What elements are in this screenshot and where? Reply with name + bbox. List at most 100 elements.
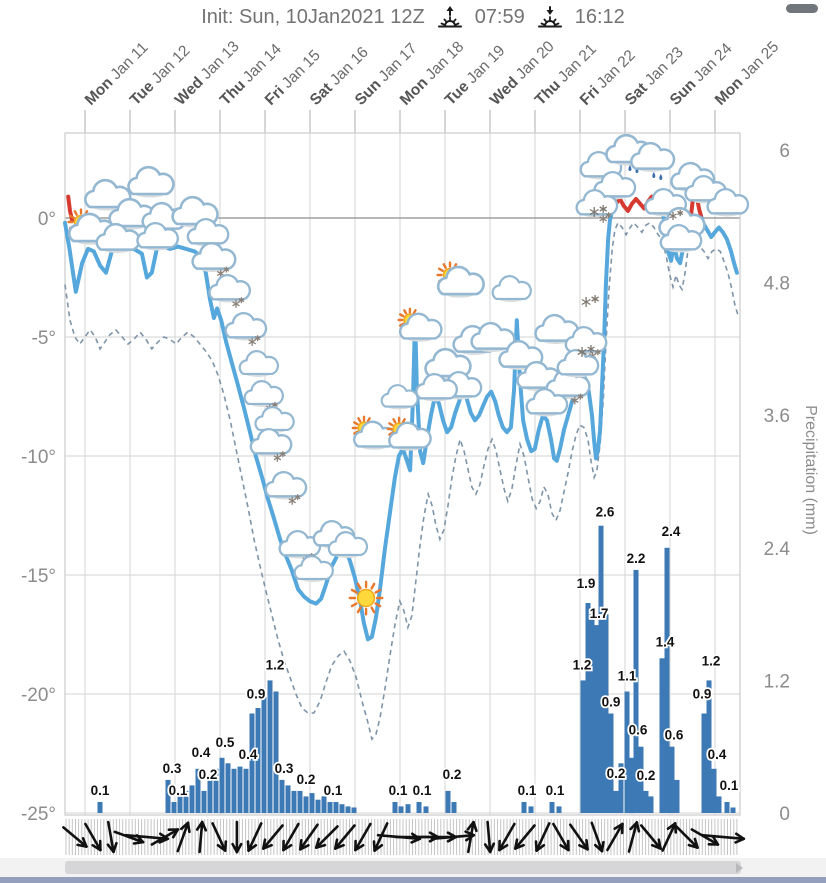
snowflake-icon <box>577 394 584 399</box>
wind-arrow-shaft <box>373 822 389 852</box>
cloud-icon <box>525 387 569 417</box>
cloud-icon <box>415 372 458 402</box>
temperature-dashed-line <box>64 221 739 741</box>
cloud-shape <box>659 223 703 251</box>
wind-arrow-head <box>132 840 145 845</box>
cloud-icon <box>293 555 334 582</box>
precip-value-label: 0.5 <box>216 735 235 750</box>
precip-bar <box>633 569 639 813</box>
cloud-icon <box>327 531 369 558</box>
snowflake-icon <box>669 213 677 219</box>
wind-arrow-head <box>734 837 746 844</box>
scrollbar-arrow-right-icon[interactable] <box>736 863 743 873</box>
cloud-shape <box>525 387 569 415</box>
precip-value-label: 0.1 <box>720 778 739 793</box>
precip-bar <box>165 779 171 813</box>
cloud-shape <box>630 141 676 170</box>
precip-bar <box>327 802 333 813</box>
wind-arrow-head <box>76 843 88 848</box>
snowflake-icon <box>570 397 579 403</box>
wind-arrow-shaft <box>247 822 263 852</box>
precip-bar <box>189 785 195 813</box>
wind-arrow <box>211 822 228 852</box>
menu-button[interactable] <box>786 4 818 16</box>
cloud-shape <box>293 555 334 581</box>
sun-ray <box>357 417 362 423</box>
cloud-icon <box>95 222 141 253</box>
precip-tick-label: 3.6 <box>764 406 790 427</box>
wind-arrow-shaft <box>430 833 476 841</box>
precip-value-label: 1.4 <box>656 634 675 649</box>
wind-arrow <box>627 821 641 853</box>
wind-arrow-shaft <box>498 822 516 852</box>
cloud-shape <box>238 350 279 376</box>
precip-bar <box>629 757 635 814</box>
cloud-shape <box>264 470 308 498</box>
wind-arrow <box>150 828 180 846</box>
precip-value-label: 0.1 <box>546 783 565 798</box>
precip-bar <box>219 757 225 814</box>
cloud-shape <box>575 188 619 216</box>
wind-arrow-head <box>106 843 115 854</box>
precip-value-label: 0.9 <box>693 687 712 702</box>
precip-bar <box>638 746 644 813</box>
precip-tick-label: 6 <box>779 141 790 162</box>
wind-arrow-shaft <box>84 822 102 852</box>
cloud-icon <box>238 350 279 377</box>
temp-tick-label: 0° <box>38 209 56 230</box>
precip-value-label: 0.4 <box>708 747 727 762</box>
snowflake-icon <box>594 350 601 355</box>
temp-tick-label: -5° <box>32 328 57 349</box>
cloud-shape <box>243 380 284 406</box>
cloud-shape <box>491 275 532 301</box>
cloud-shape <box>579 150 623 178</box>
precip-bar <box>351 807 357 813</box>
sun-ray <box>366 417 371 423</box>
wind-arrow-head <box>91 843 102 852</box>
precip-bar <box>618 763 624 813</box>
sun-ray <box>350 602 358 608</box>
snowflake-icon <box>238 298 245 303</box>
snowflake-icon <box>589 208 599 216</box>
wind-arrow <box>534 822 551 852</box>
wind-arrow-head <box>314 837 321 849</box>
wind-arrow <box>372 822 389 852</box>
precip-bar <box>291 790 297 813</box>
precip-bar <box>231 768 237 813</box>
precip-bar <box>613 790 619 813</box>
precip-value-label: 1.2 <box>573 657 592 672</box>
wind-arrow <box>195 820 208 854</box>
wind-arrow <box>466 820 478 854</box>
precip-value-label: 0.9 <box>247 687 266 702</box>
sun-ray <box>403 309 408 315</box>
wind-arrow-head <box>186 821 191 834</box>
precip-bar <box>183 790 189 813</box>
temp-tick-label: -25° <box>21 804 56 825</box>
cloud-shape <box>278 529 322 557</box>
precip-bar <box>213 768 219 813</box>
cloud-shape <box>706 187 750 215</box>
snowflake-icon <box>591 296 599 302</box>
wind-arrow <box>246 822 263 852</box>
precip-bar <box>593 625 599 813</box>
precip-tick-label: 0 <box>779 804 790 825</box>
cloud-icon <box>436 265 485 298</box>
wind-arrow-head <box>216 843 227 852</box>
snowflake-icon <box>599 216 608 222</box>
precip-bar <box>423 806 429 813</box>
cloud-icon <box>84 178 132 211</box>
precip-bar <box>674 779 680 813</box>
precip-bar <box>267 680 273 813</box>
sun-ray <box>356 582 362 590</box>
precip-tick-label: 1.2 <box>764 671 790 692</box>
wind-arrow-head <box>200 820 208 832</box>
precip-bar <box>97 802 103 813</box>
precip-value-label: 2.6 <box>596 505 615 520</box>
horizontal-scrollbar[interactable] <box>65 861 743 874</box>
snowflake-icon <box>581 298 591 306</box>
precipitation-bars <box>97 525 736 814</box>
wind-arrow-head <box>231 842 239 854</box>
precip-value-label: 1.9 <box>577 576 596 591</box>
sun-ray <box>392 418 397 424</box>
